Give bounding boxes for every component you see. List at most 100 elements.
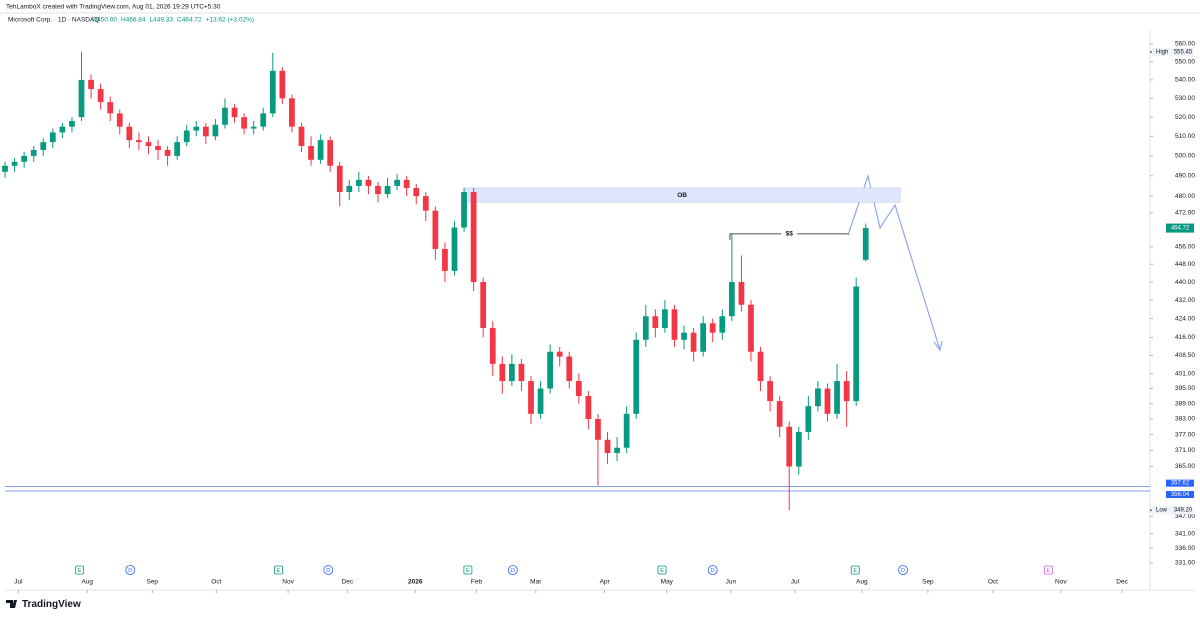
event-icon [1044,565,1053,575]
candle-body [642,316,649,340]
event-label: D [511,568,515,574]
x-tick-label: 2026 [408,579,423,586]
quote-value: +13.62 (+3.02%) [206,17,254,24]
candle-body [365,179,372,186]
candle-body [662,309,668,328]
candle-body [222,107,228,125]
y-tick-label: 331.00 [1175,560,1195,567]
credit: TehLamboX created with TradingView.com, … [6,4,221,11]
y-tick-label: 371.00 [1175,447,1195,454]
last-price-label: 464.72 [1171,226,1190,232]
y-tick-label: 336.00 [1175,545,1195,552]
y-tick-label: 472.00 [1175,209,1195,216]
candle-body [614,447,620,454]
level-tag [1166,491,1194,499]
projection-arrowhead [933,340,943,352]
x-tick-label: Feb [471,579,483,586]
x-tick-label: Nov [282,579,294,586]
y-tick-label: 377.00 [1175,431,1195,438]
candle-body [174,142,181,156]
candle-body [97,89,104,103]
candle-body [843,381,850,402]
y-tick-label: 395.00 [1175,385,1195,392]
candle-body [183,130,190,143]
y-tick-label: 401.00 [1175,370,1195,377]
event-icon [75,565,84,575]
x-tick-label: Sep [146,579,158,586]
candle-body [116,113,123,127]
x-tick-label: Jun [726,579,737,586]
event-icon [463,565,473,575]
candle-body [585,396,592,419]
y-tick-label: 500.00 [1175,153,1195,160]
candle-body [384,185,391,195]
price-tag [1152,506,1194,515]
candle-body [834,381,840,414]
candle-body [279,70,286,99]
candle-body [671,309,678,340]
candle-body [78,79,85,118]
liquidity-bg [781,229,798,238]
candle-body [212,124,219,137]
y-tick-label: 530.00 [1175,95,1195,102]
candle-body [442,248,448,271]
price-tag [1152,48,1194,57]
event-label: E [660,568,664,574]
candle-body [394,179,400,186]
candle-body [862,228,869,260]
candle-body [690,332,697,352]
candle-body [786,426,793,467]
y-tick-label: 510.00 [1175,133,1195,140]
y-tick-label: 540.00 [1175,77,1195,84]
candle-body [451,227,458,271]
candle-body [776,401,783,427]
candle-body [470,192,477,283]
x-tick-label: Mar [530,579,542,586]
candle-body [795,431,802,467]
y-tick-label: 408.50 [1175,352,1195,359]
event-icon [898,565,908,575]
y-tick-label: 347.00 [1175,513,1195,520]
candle-body [480,282,487,328]
candle-body [556,351,563,357]
candle-body [489,327,496,364]
quote-value: H466.84 [121,17,146,24]
event-icon [850,565,860,575]
candle-body [595,418,601,440]
candle-body [145,142,152,147]
quote-value: C464.72 [177,17,202,24]
x-tick-label: Oct [988,579,998,586]
candle-body [40,142,47,150]
event-icon [507,565,518,575]
event-label: E [1047,568,1051,574]
level-label: 357.62 [1171,481,1190,487]
candle-body [59,126,66,133]
candle-body [547,351,554,389]
candle-body [461,192,467,228]
candle-body [757,351,764,382]
brand: TradingView [22,599,81,610]
candle-body [155,146,161,150]
candle-body [355,179,362,186]
y-tick-label: 480.00 [1175,193,1195,200]
y-tick-label: 341.00 [1175,530,1195,537]
ob-label: OB [677,192,687,199]
event-icon [657,565,667,575]
y-tick-label: 383.00 [1175,416,1195,423]
event-icon [707,565,718,575]
level-label: 356.04 [1171,492,1190,498]
level-tag [1166,479,1194,487]
candle-body [623,413,630,448]
candle-body [375,185,381,195]
event-icon [323,565,334,575]
candle-body [681,332,687,340]
event-label: D [128,568,132,574]
candle-body [432,210,439,249]
candle-body [709,323,716,333]
price-label: 349.20 [1174,508,1193,514]
x-tick-label: Aug [856,579,868,586]
x-tick-label: Nov [1055,579,1067,586]
candle-body [202,126,209,137]
candle-body [88,79,94,90]
y-tick-label: 389.00 [1175,400,1195,407]
